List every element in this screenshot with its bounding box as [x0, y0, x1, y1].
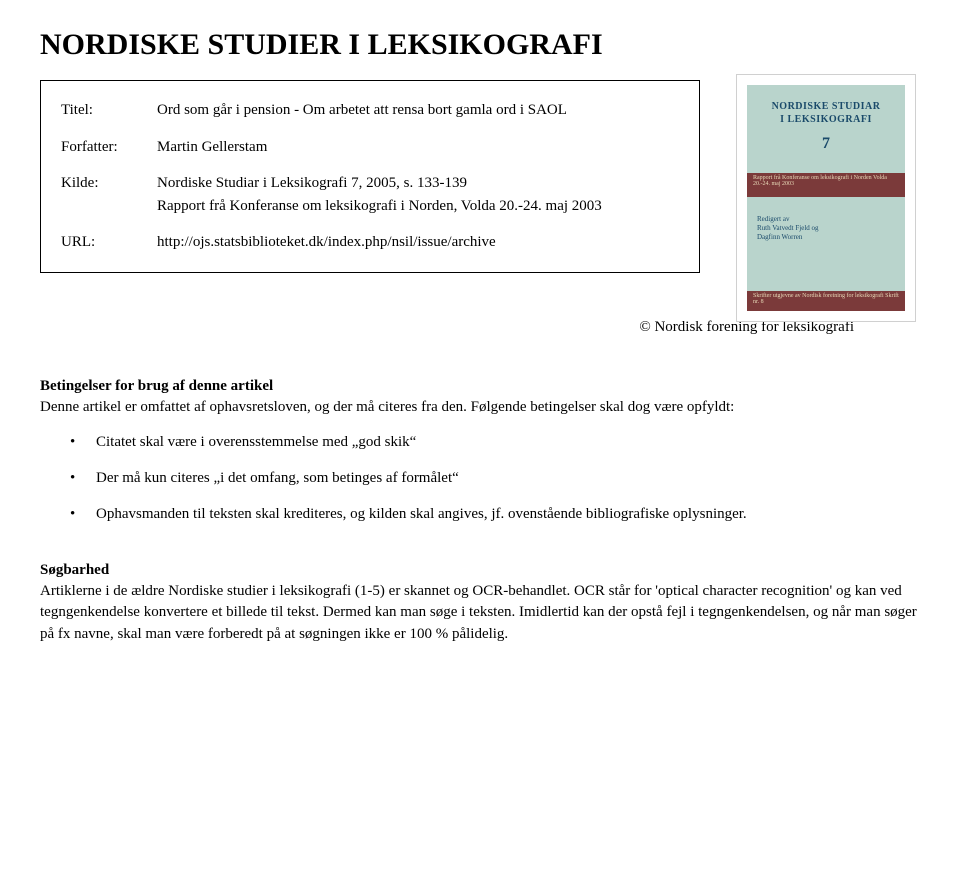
- cover-small2: Ruth Vatvedt Fjeld og: [757, 224, 819, 232]
- cover-red-text-top: Rapport frå Konferanse om leksikografi i…: [747, 173, 905, 189]
- bullet-1: Citatet skal være i overensstemmelse med…: [70, 432, 920, 454]
- row-titel: Titel: Ord som går i pension - Om arbete…: [61, 99, 679, 122]
- row-forfatter: Forfatter: Martin Gellerstam: [61, 136, 679, 159]
- cover-title-line2: I LEKSIKOGRAFI: [757, 114, 895, 125]
- forfatter-value: Martin Gellerstam: [157, 136, 679, 159]
- metadata-box: Titel: Ord som går i pension - Om arbete…: [40, 80, 700, 273]
- forfatter-label: Forfatter:: [61, 136, 157, 159]
- cover-thumbnail: NORDISKE STUDIAR I LEKSIKOGRAFI 7 Rappor…: [736, 74, 916, 322]
- sogbarhed-heading: Søgbarhed: [40, 562, 920, 579]
- row-url: URL: http://ojs.statsbiblioteket.dk/inde…: [61, 231, 679, 254]
- bullet-3: Ophavsmanden til teksten skal krediteres…: [70, 504, 920, 526]
- cover-editors: Redigert av Ruth Vatvedt Fjeld og Dagfin…: [757, 215, 819, 242]
- cover-number: 7: [757, 135, 895, 153]
- bullet-2: Der må kun citeres „i det omfang, som be…: [70, 468, 920, 490]
- betingelser-list: Citatet skal være i overensstemmelse med…: [70, 432, 920, 525]
- row-kilde: Kilde: Nordiske Studiar i Leksikografi 7…: [61, 172, 679, 217]
- url-label: URL:: [61, 231, 157, 254]
- kilde-value: Nordiske Studiar i Leksikografi 7, 2005,…: [157, 172, 679, 217]
- cover-red-text-bottom: Skrifter utgjevne av Nordisk foreining f…: [747, 291, 905, 307]
- cover-small3: Dagfinn Worren: [757, 233, 802, 241]
- cover-small1: Redigert av: [757, 215, 789, 223]
- cover-red-band-bottom: Skrifter utgjevne av Nordisk foreining f…: [747, 291, 905, 311]
- url-value[interactable]: http://ojs.statsbiblioteket.dk/index.php…: [157, 231, 679, 254]
- page-title: NORDISKE STUDIER I LEKSIKOGRAFI: [40, 28, 920, 62]
- betingelser-intro: Denne artikel er omfattet af ophavsretsl…: [40, 397, 920, 419]
- titel-value: Ord som går i pension - Om arbetet att r…: [157, 99, 679, 122]
- titel-label: Titel:: [61, 99, 157, 122]
- kilde-line2: Rapport frå Konferanse om leksikografi i…: [157, 198, 602, 214]
- betingelser-heading: Betingelser for brug af denne artikel: [40, 378, 920, 395]
- cover-title-line1: NORDISKE STUDIAR: [757, 101, 895, 112]
- sogbarhed-text: Artiklerne i de ældre Nordiske studier i…: [40, 581, 920, 646]
- kilde-line1: Nordiske Studiar i Leksikografi 7, 2005,…: [157, 175, 467, 191]
- kilde-label: Kilde:: [61, 172, 157, 217]
- copyright-line: © Nordisk forening for leksikografi: [40, 319, 854, 336]
- cover-red-band-top: Rapport frå Konferanse om leksikografi i…: [747, 173, 905, 197]
